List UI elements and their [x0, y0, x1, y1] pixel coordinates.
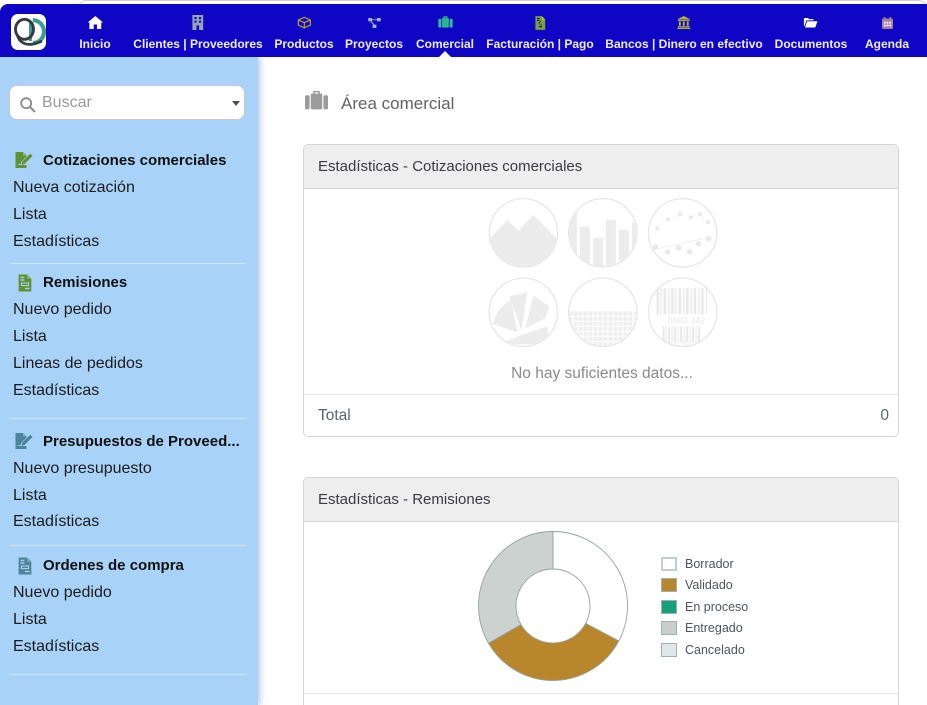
svg-text:8000 342: 8000 342	[668, 315, 706, 325]
svg-text:8000 342113: 8000 342113	[669, 341, 698, 347]
